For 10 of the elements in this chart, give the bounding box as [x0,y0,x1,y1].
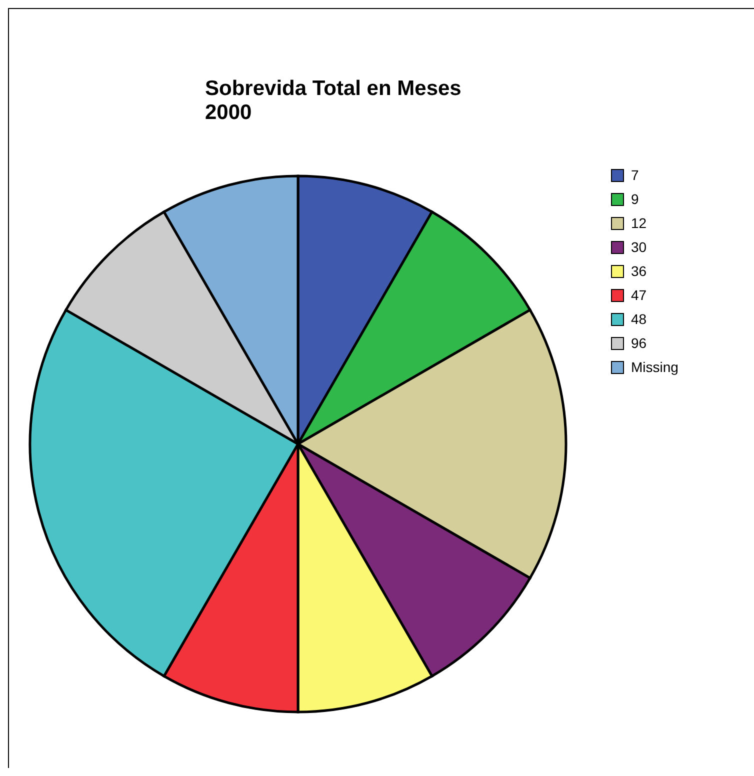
legend-label: 36 [631,263,647,279]
legend-label: 12 [631,215,647,231]
legend-label: 96 [631,335,647,351]
legend-label: Missing [631,359,678,375]
legend-label: 30 [631,239,647,255]
legend-label: 7 [631,167,639,183]
legend-label: 9 [631,191,639,207]
chart-title: Sobrevida Total en Meses 2000 [205,77,462,125]
legend-label: 47 [631,287,647,303]
legend-label: 48 [631,311,647,327]
